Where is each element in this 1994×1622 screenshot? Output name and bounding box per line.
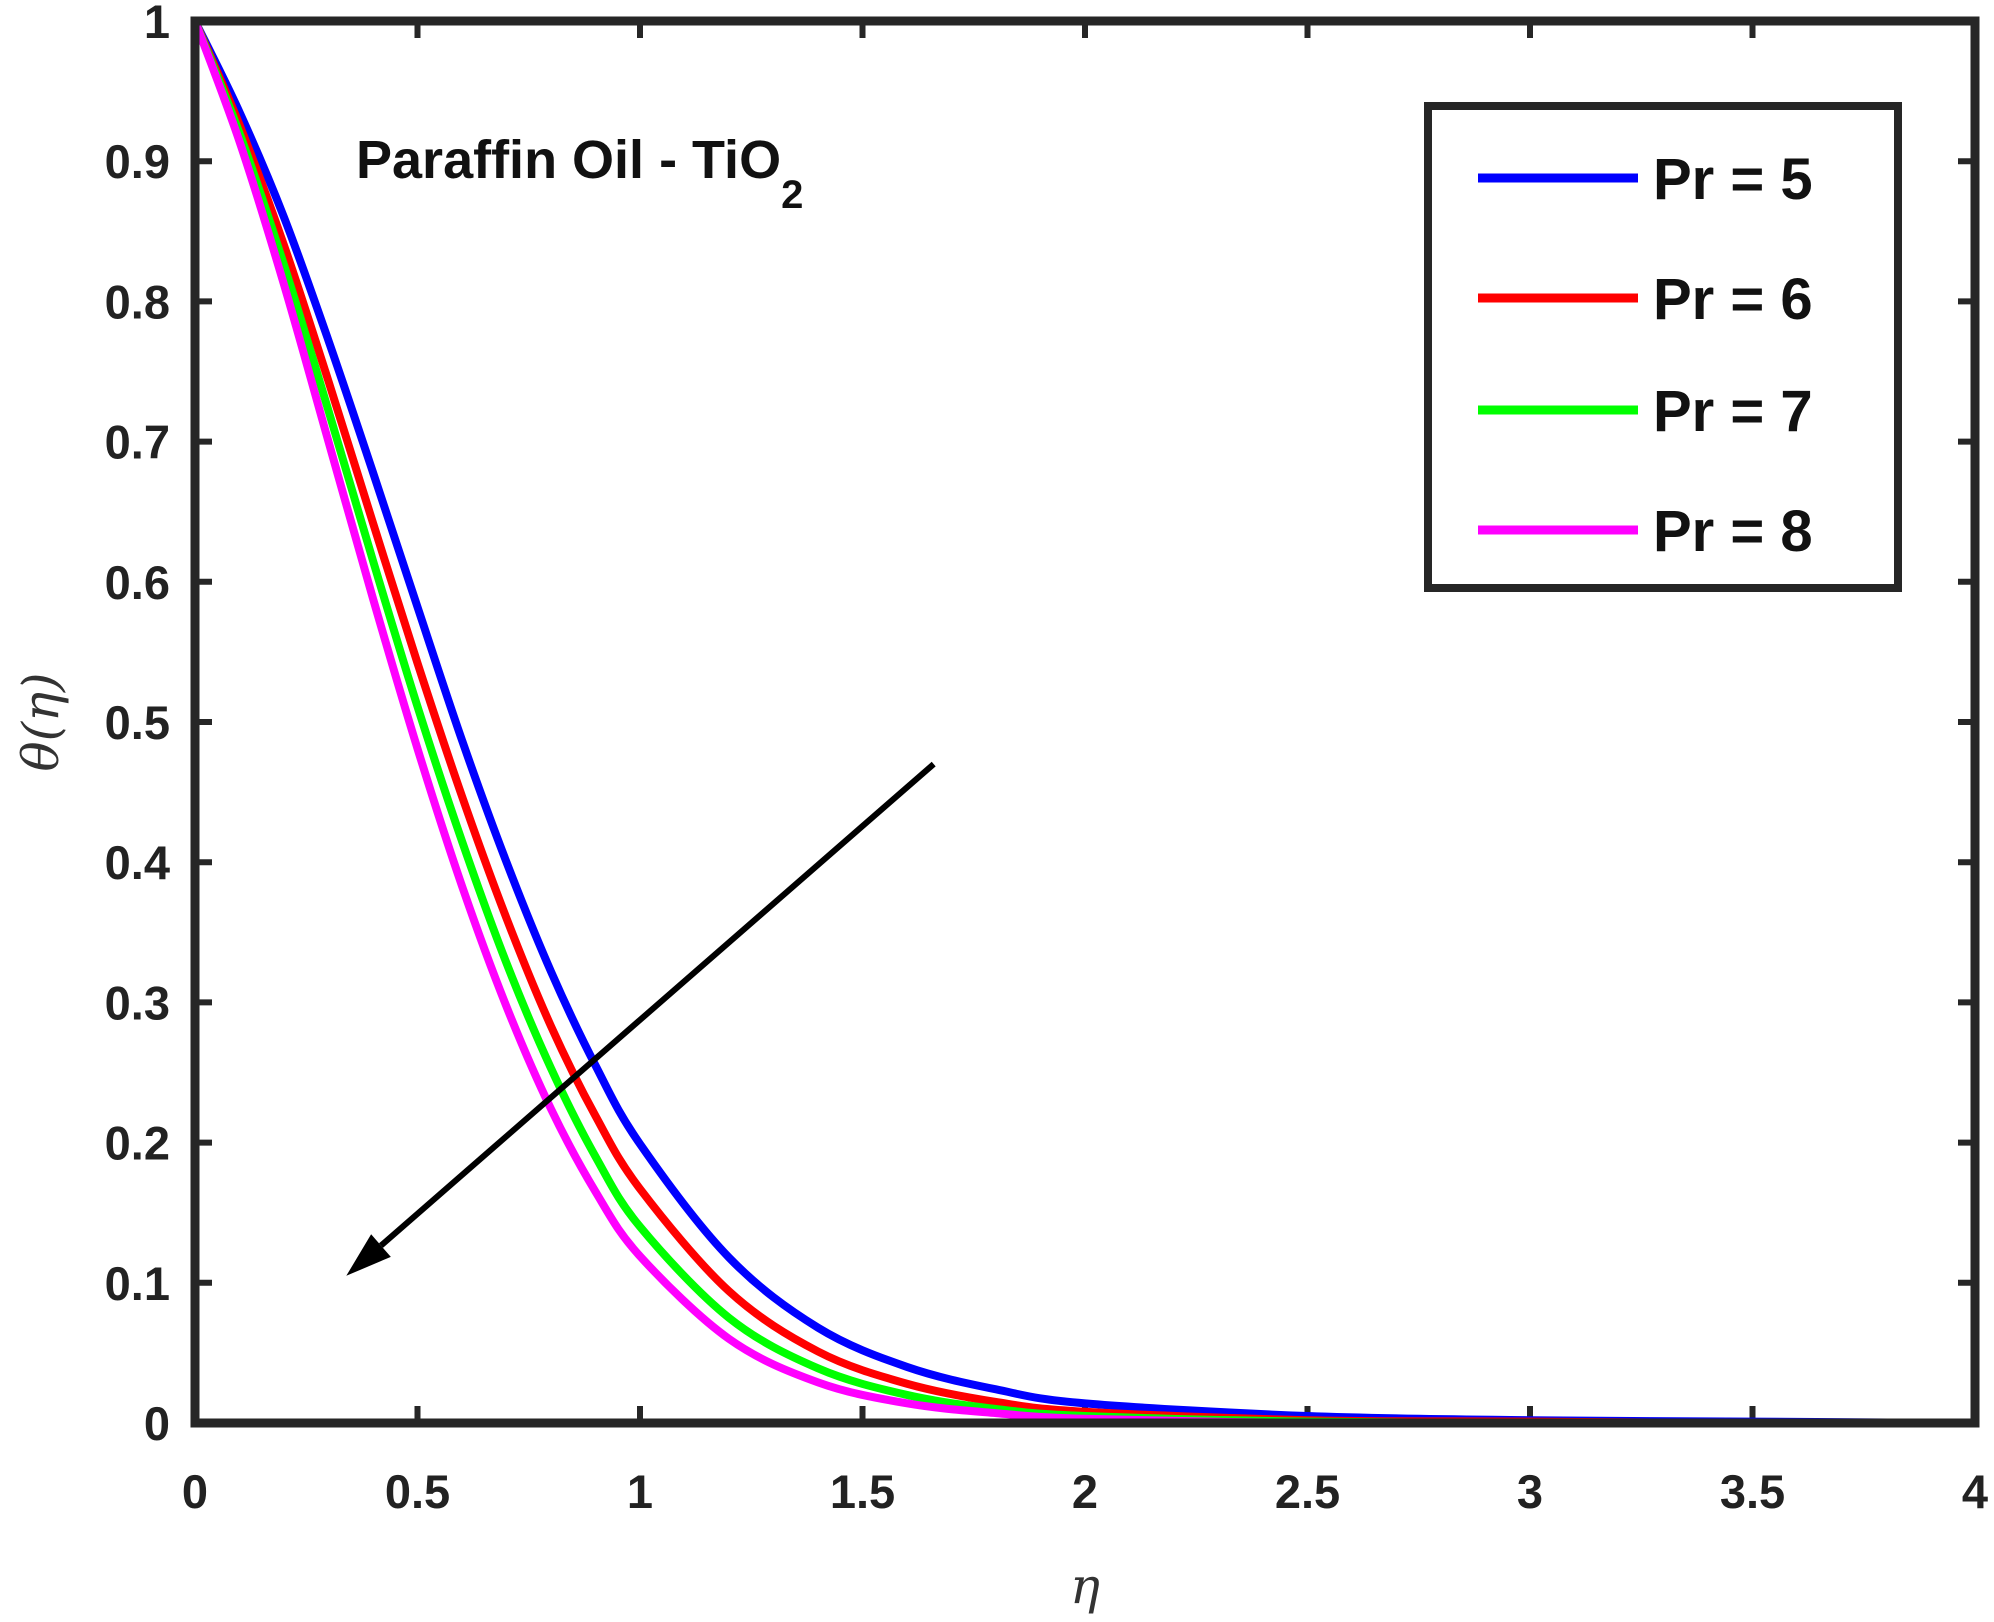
x-tick-label: 3 [1517,1465,1543,1518]
annotation-subscript: 2 [781,173,803,217]
x-tick-label: 1 [627,1465,653,1518]
x-tick-label: 4 [1962,1465,1988,1518]
y-tick-label: 0.9 [105,135,170,188]
x-tick-label: 0 [182,1465,208,1518]
annotation-text: Paraffin Oil - TiO2 [356,130,803,217]
x-axis-label: η [1070,1557,1100,1615]
arrow-layer [346,761,936,1276]
legend-label-3: Pr = 7 [1653,379,1813,444]
legend: Pr = 5 Pr = 6 Pr = 7 Pr = 8 [1424,102,1902,592]
legend-box [1424,102,1902,592]
legend-label-4: Pr = 8 [1653,499,1813,564]
arrow-shaft [379,761,936,1248]
x-tick-label: 0.5 [385,1465,450,1518]
arrow-head [346,1234,391,1276]
y-tick-label: 0.5 [105,696,170,749]
legend-entries: Pr = 5 Pr = 6 Pr = 7 Pr = 8 [1478,147,1813,564]
y-tick-label: 0.2 [105,1117,170,1170]
y-tick-label: 0.7 [105,416,170,469]
y-tick-label: 0.3 [105,976,170,1029]
y-tick-label: 0.4 [105,836,170,889]
legend-label-1: Pr = 5 [1653,147,1813,212]
tick-label-layer: 0 0.5 1 1.5 2 2.5 3 3.5 4 0 0.1 0.2 0.3 0.4 0.5 0.6 0.7 0… [105,0,1988,1518]
y-tick-label: 0 [144,1397,170,1450]
annotation-main: Paraffin Oil - TiO [356,130,781,190]
y-tick-label: 0.8 [105,275,170,328]
y-tick-label: 1 [144,0,170,48]
x-tick-label: 1.5 [830,1465,895,1518]
x-tick-label: 2.5 [1275,1465,1340,1518]
y-tick-label: 0.1 [105,1257,170,1310]
x-tick-label: 3.5 [1720,1465,1785,1518]
y-tick-label: 0.6 [105,556,170,609]
y-axis-label: θ(η) [12,672,70,771]
legend-label-2: Pr = 6 [1653,267,1813,332]
x-tick-label: 2 [1072,1465,1098,1518]
plot-area-frame [190,16,1980,1428]
